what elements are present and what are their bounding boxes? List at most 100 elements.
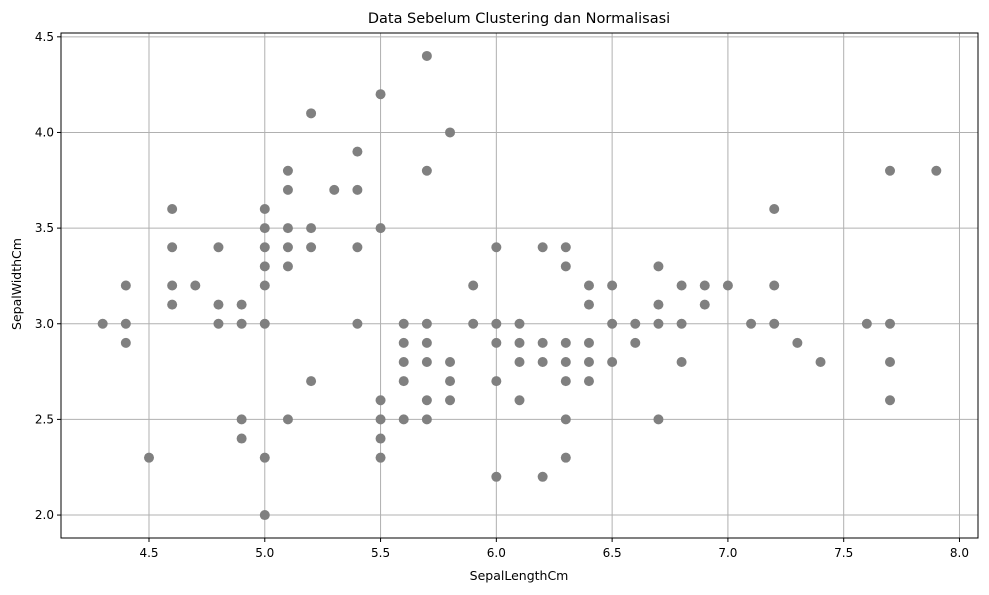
scatter-point bbox=[676, 280, 687, 291]
scatter-point bbox=[537, 337, 548, 348]
scatter-point bbox=[143, 452, 154, 463]
y-tick-label: 2.0 bbox=[35, 508, 54, 522]
scatter-point bbox=[630, 337, 641, 348]
scatter-point bbox=[398, 318, 409, 329]
scatter-point bbox=[398, 357, 409, 368]
x-tick-label: 5.0 bbox=[255, 546, 274, 560]
scatter-point bbox=[306, 376, 317, 387]
scatter-point bbox=[421, 318, 432, 329]
scatter-point bbox=[514, 318, 525, 329]
scatter-point bbox=[560, 414, 571, 425]
scatter-point bbox=[630, 318, 641, 329]
scatter-point bbox=[931, 165, 942, 176]
scatter-point bbox=[607, 357, 618, 368]
scatter-point bbox=[421, 395, 432, 406]
scatter-point bbox=[445, 357, 456, 368]
scatter-point bbox=[445, 395, 456, 406]
scatter-point bbox=[537, 471, 548, 482]
scatter-point bbox=[491, 376, 502, 387]
scatter-point bbox=[421, 357, 432, 368]
scatter-point bbox=[653, 414, 664, 425]
scatter-point bbox=[861, 318, 872, 329]
y-tick-label: 4.5 bbox=[35, 30, 54, 44]
scatter-point bbox=[282, 242, 293, 253]
scatter-point bbox=[213, 318, 224, 329]
scatter-point bbox=[120, 280, 131, 291]
scatter-point bbox=[676, 357, 687, 368]
scatter-point bbox=[282, 414, 293, 425]
scatter-point bbox=[167, 280, 178, 291]
scatter-point bbox=[190, 280, 201, 291]
scatter-point bbox=[421, 165, 432, 176]
scatter-point bbox=[236, 433, 247, 444]
scatter-point bbox=[769, 280, 780, 291]
scatter-point bbox=[537, 242, 548, 253]
scatter-point bbox=[699, 299, 710, 310]
x-tick-label: 5.5 bbox=[371, 546, 390, 560]
scatter-point bbox=[676, 318, 687, 329]
scatter-point bbox=[259, 203, 270, 214]
scatter-point bbox=[375, 414, 386, 425]
scatter-point bbox=[306, 223, 317, 234]
scatter-point bbox=[560, 242, 571, 253]
scatter-point bbox=[282, 184, 293, 195]
scatter-point bbox=[537, 357, 548, 368]
scatter-point bbox=[491, 242, 502, 253]
scatter-point bbox=[769, 203, 780, 214]
scatter-point bbox=[583, 376, 594, 387]
scatter-point bbox=[491, 318, 502, 329]
scatter-point bbox=[329, 184, 340, 195]
scatter-point bbox=[282, 223, 293, 234]
plot-frame bbox=[60, 32, 979, 539]
scatter-point bbox=[213, 299, 224, 310]
scatter-point bbox=[583, 357, 594, 368]
scatter-point bbox=[421, 50, 432, 61]
scatter-point bbox=[306, 242, 317, 253]
scatter-point bbox=[792, 337, 803, 348]
y-tick-label: 4.0 bbox=[35, 125, 54, 139]
scatter-point bbox=[514, 357, 525, 368]
data-points bbox=[97, 50, 942, 521]
scatter-point bbox=[352, 318, 363, 329]
scatter-point bbox=[259, 510, 270, 521]
x-tick-label: 7.5 bbox=[834, 546, 853, 560]
scatter-point bbox=[352, 242, 363, 253]
scatter-point bbox=[607, 318, 618, 329]
scatter-point bbox=[699, 280, 710, 291]
scatter-point bbox=[375, 452, 386, 463]
scatter-point bbox=[815, 357, 826, 368]
scatter-point bbox=[653, 261, 664, 272]
scatter-point bbox=[583, 337, 594, 348]
scatter-point bbox=[352, 184, 363, 195]
scatter-point bbox=[560, 261, 571, 272]
x-tick-label: 6.0 bbox=[487, 546, 506, 560]
y-tick-label: 3.5 bbox=[35, 221, 54, 235]
scatter-point bbox=[398, 414, 409, 425]
scatter-point bbox=[560, 376, 571, 387]
scatter-point bbox=[282, 261, 293, 272]
y-tick-label: 3.0 bbox=[35, 317, 54, 331]
scatter-point bbox=[259, 318, 270, 329]
scatter-point bbox=[885, 395, 896, 406]
scatter-point bbox=[514, 395, 525, 406]
scatter-point bbox=[445, 376, 456, 387]
x-tick-label: 6.5 bbox=[603, 546, 622, 560]
scatter-point bbox=[653, 299, 664, 310]
scatter-point bbox=[282, 165, 293, 176]
scatter-point bbox=[445, 127, 456, 138]
scatter-point bbox=[468, 280, 479, 291]
x-tick-label: 8.0 bbox=[950, 546, 969, 560]
scatter-point bbox=[885, 165, 896, 176]
scatter-point bbox=[514, 337, 525, 348]
scatter-point bbox=[560, 357, 571, 368]
scatter-point bbox=[120, 337, 131, 348]
scatter-point bbox=[468, 318, 479, 329]
scatter-point bbox=[607, 280, 618, 291]
scatter-point bbox=[375, 433, 386, 444]
scatter-point bbox=[375, 89, 386, 100]
x-tick-label: 7.0 bbox=[718, 546, 737, 560]
scatter-point bbox=[236, 414, 247, 425]
scatter-point bbox=[746, 318, 757, 329]
